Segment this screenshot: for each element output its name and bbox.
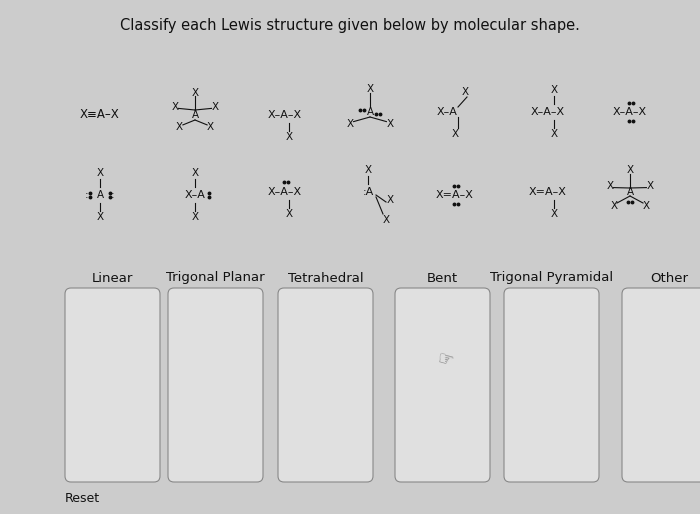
- Text: A: A: [366, 107, 374, 117]
- Text: X≡A–X: X≡A–X: [80, 108, 120, 121]
- Text: A: A: [97, 190, 104, 200]
- Text: X–A–X: X–A–X: [613, 107, 647, 117]
- Text: X: X: [206, 122, 214, 132]
- Text: X: X: [191, 212, 199, 222]
- Text: X: X: [452, 129, 458, 139]
- Text: X: X: [176, 122, 183, 132]
- Text: Bent: Bent: [427, 271, 458, 285]
- Text: X–A: X–A: [437, 107, 457, 117]
- Text: X: X: [550, 85, 558, 95]
- Text: X–A–X: X–A–X: [268, 110, 302, 120]
- Text: X–A–X: X–A–X: [268, 187, 302, 197]
- Text: X: X: [366, 84, 374, 94]
- Text: X: X: [461, 87, 468, 97]
- Text: X: X: [550, 129, 558, 139]
- Text: ☞: ☞: [435, 349, 455, 371]
- Text: Tetrahedral: Tetrahedral: [288, 271, 363, 285]
- FancyBboxPatch shape: [168, 288, 263, 482]
- Text: A: A: [191, 110, 199, 120]
- Text: X=A–X: X=A–X: [529, 187, 567, 197]
- Text: X: X: [550, 209, 558, 219]
- Text: Trigonal Planar: Trigonal Planar: [166, 271, 265, 285]
- Text: :A: :A: [363, 187, 374, 197]
- Text: Other: Other: [650, 271, 689, 285]
- FancyBboxPatch shape: [395, 288, 490, 482]
- Text: X: X: [646, 181, 654, 191]
- Text: X: X: [97, 212, 104, 222]
- Text: X: X: [191, 168, 199, 178]
- Text: X: X: [346, 119, 354, 129]
- Text: X: X: [286, 209, 293, 219]
- Text: X: X: [606, 181, 614, 191]
- Text: Reset: Reset: [65, 491, 100, 505]
- Text: X: X: [97, 168, 104, 178]
- Text: X: X: [191, 88, 199, 98]
- Text: X: X: [211, 102, 218, 112]
- Text: A: A: [626, 187, 634, 197]
- Text: X: X: [386, 119, 393, 129]
- Text: X: X: [643, 201, 650, 211]
- Text: X: X: [610, 201, 617, 211]
- FancyBboxPatch shape: [504, 288, 599, 482]
- Text: X–A–X: X–A–X: [531, 107, 565, 117]
- Text: X: X: [386, 195, 393, 205]
- Text: :: :: [85, 190, 89, 200]
- Text: Linear: Linear: [92, 271, 133, 285]
- Text: Classify each Lewis structure given below by molecular shape.: Classify each Lewis structure given belo…: [120, 18, 580, 33]
- Text: X–A: X–A: [185, 190, 205, 200]
- Text: X: X: [365, 165, 372, 175]
- Text: X: X: [286, 132, 293, 142]
- FancyBboxPatch shape: [622, 288, 700, 482]
- FancyBboxPatch shape: [278, 288, 373, 482]
- Text: X: X: [382, 215, 390, 225]
- Text: X: X: [626, 165, 634, 175]
- Text: Trigonal Pyramidal: Trigonal Pyramidal: [490, 271, 613, 285]
- Text: X: X: [172, 102, 178, 112]
- Text: X=A–X: X=A–X: [436, 190, 474, 200]
- Text: :: :: [111, 190, 115, 200]
- FancyBboxPatch shape: [65, 288, 160, 482]
